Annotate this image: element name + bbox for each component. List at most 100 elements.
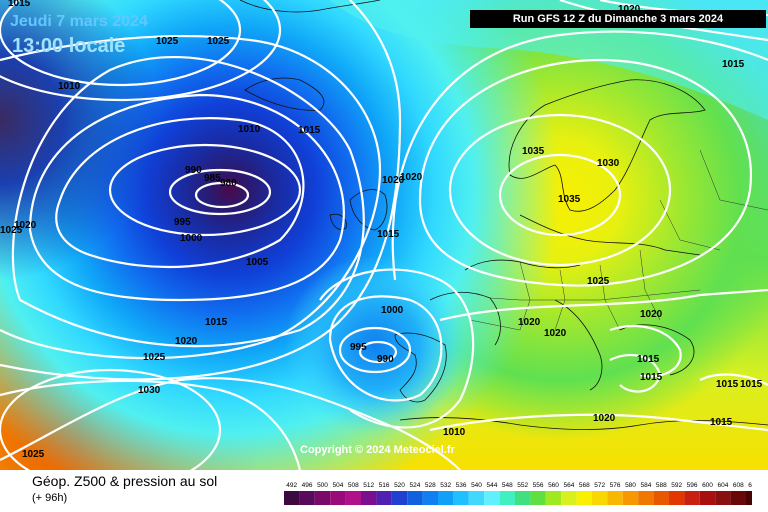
legend-swatch	[407, 491, 423, 505]
pressure-label: 1015	[722, 59, 745, 70]
legend-tick-label: 568	[579, 482, 590, 489]
pressure-label: 1015	[716, 379, 739, 390]
legend-tick-label: 592	[671, 482, 682, 489]
pressure-label: 1000	[180, 233, 203, 244]
legend-swatch	[376, 491, 392, 505]
legend-tick-label: 556	[533, 482, 544, 489]
pressure-label: 995	[174, 217, 191, 228]
copyright-notice: Copyright © 2024 Meteociel.fr	[300, 444, 455, 456]
pressure-label: 1020	[400, 172, 423, 183]
pressure-label: 985	[204, 173, 221, 184]
pressure-label: 1025	[22, 449, 45, 460]
legend-swatch	[330, 491, 346, 505]
legend-tick-label: 528	[425, 482, 436, 489]
pressure-label: 1015	[377, 229, 400, 240]
legend-tick-label: 560	[548, 482, 559, 489]
pressure-label: 980	[220, 178, 237, 189]
pressure-label: 1035	[558, 194, 581, 205]
legend-swatch	[592, 491, 608, 505]
legend-tick-label: 600	[702, 482, 713, 489]
geopotential-map: 1025 1025 1010 1010 1015 990 985 980 995…	[0, 0, 768, 470]
legend-tick-label: 516	[379, 482, 390, 489]
legend-tick-label: 524	[409, 482, 420, 489]
model-run-banner: Run GFS 12 Z du Dimanche 3 mars 2024	[470, 10, 766, 28]
pressure-label: 1020	[382, 175, 405, 186]
legend-swatch	[715, 491, 731, 505]
pressure-label: 1020	[593, 413, 616, 424]
pressure-label: 1025	[207, 36, 230, 47]
legend-swatch	[730, 491, 746, 505]
pressure-label: 1015	[205, 317, 228, 328]
legend-tick-label: 532	[440, 482, 451, 489]
legend-swatch	[468, 491, 485, 505]
color-legend: 492 496 500 504 508 512 516 520 524 528 532 536 540 5…	[284, 482, 752, 505]
pressure-label: 1000	[381, 305, 404, 316]
legend-swatch	[453, 491, 469, 505]
isobar-labels: 1025 1025 1010 1010 1015 990 985 980 995…	[0, 0, 763, 460]
legend-swatch	[391, 491, 408, 505]
legend-tick-label: 580	[625, 482, 636, 489]
pressure-label: 1010	[238, 124, 261, 135]
legend-swatch	[669, 491, 685, 505]
map-footer: Géop. Z500 & pression au sol (+ 96h) 492…	[0, 470, 768, 512]
pressure-label: 1020	[518, 317, 541, 328]
legend-tick-label: 604	[717, 482, 728, 489]
legend-swatch	[422, 491, 438, 505]
pressure-label: 995	[350, 342, 367, 353]
legend-swatch	[607, 491, 623, 505]
legend-tick-label: 588	[656, 482, 667, 489]
pressure-label: 1005	[246, 257, 269, 268]
pressure-label: 1015	[298, 125, 321, 136]
legend-tick-label: 552	[517, 482, 528, 489]
pressure-label: 1025	[143, 352, 166, 363]
legend-tick-label: 548	[502, 482, 513, 489]
legend-swatch	[545, 491, 562, 505]
forecast-local-time: 13:00 locale	[12, 35, 126, 57]
legend-swatch	[576, 491, 592, 505]
legend-tick-label: 540	[471, 482, 482, 489]
pressure-label: 1015	[740, 379, 763, 390]
legend-swatch	[699, 491, 716, 505]
pressure-label: 1025	[0, 225, 23, 236]
legend-swatch	[299, 491, 315, 505]
legend-swatch	[530, 491, 546, 505]
pressure-label: 1020	[544, 328, 567, 339]
legend-tick-label: 536	[456, 482, 467, 489]
pressure-label: 1015	[637, 354, 660, 365]
pressure-label: 1010	[58, 81, 81, 92]
legend-tick-label: 500	[317, 482, 328, 489]
legend-swatch	[314, 491, 331, 505]
legend-tick-label: 608	[733, 482, 744, 489]
pressure-label: 1010	[443, 427, 466, 438]
legend-swatch	[438, 491, 454, 505]
pressure-label: 990	[377, 354, 394, 365]
isobars	[0, 0, 768, 470]
legend-swatch	[515, 491, 531, 505]
legend-tick-label: 584	[640, 482, 651, 489]
pressure-label: 1020	[175, 336, 198, 347]
legend-tick-label: 612	[748, 482, 752, 489]
pressure-label: 1015	[710, 417, 733, 428]
pressure-label: 1015	[8, 0, 31, 9]
legend-swatch	[653, 491, 669, 505]
legend-swatch	[638, 491, 654, 505]
legend-swatch	[746, 491, 752, 505]
pressure-label: 1020	[640, 309, 663, 320]
pressure-label: 1015	[640, 372, 663, 383]
legend-tick-label: 512	[363, 482, 374, 489]
pressure-label: 1020	[618, 4, 641, 15]
legend-swatch	[361, 491, 377, 505]
pressure-label: 1030	[138, 385, 161, 396]
legend-tick-label: 544	[486, 482, 497, 489]
pressure-label: 990	[185, 165, 202, 176]
legend-tick-label: 576	[610, 482, 621, 489]
legend-swatch	[345, 491, 361, 505]
pressure-label: 1025	[587, 276, 610, 287]
legend-swatch	[499, 491, 515, 505]
pressure-label: 1030	[597, 158, 620, 169]
legend-tick-label: 508	[348, 482, 359, 489]
legend-tick-label: 596	[687, 482, 698, 489]
legend-tick-label: 492	[286, 482, 297, 489]
legend-tick-label: 564	[563, 482, 574, 489]
